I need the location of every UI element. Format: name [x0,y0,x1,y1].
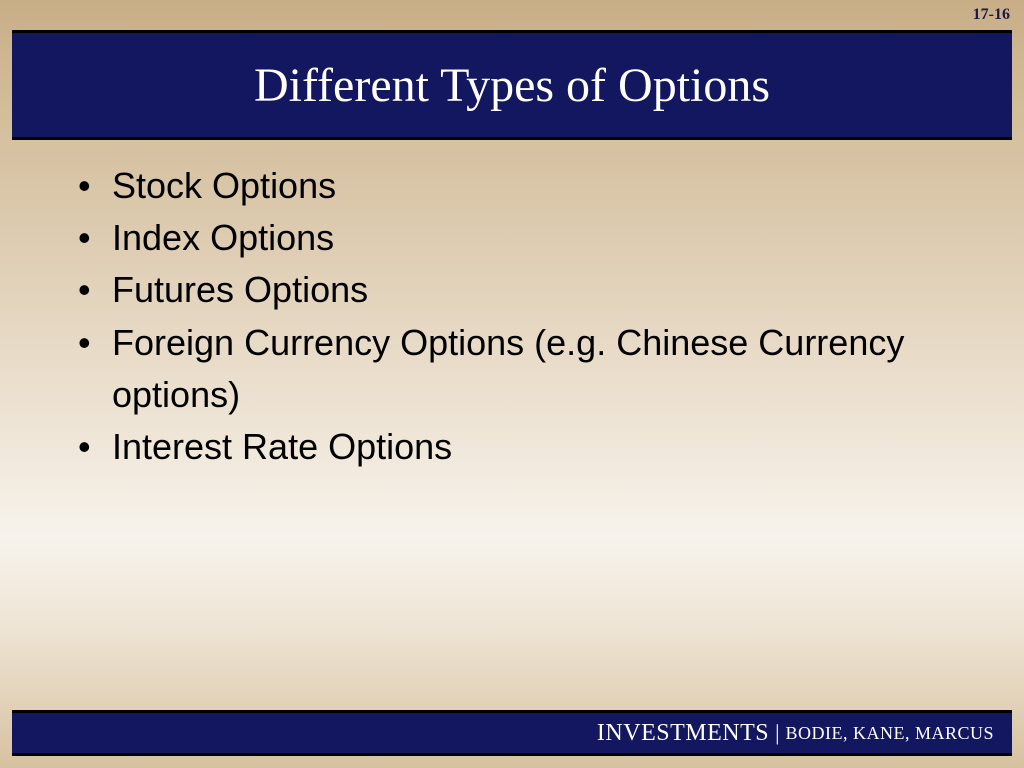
list-item: Index Options [70,212,954,264]
footer-bar: INVESTMENTS | BODIE, KANE, MARCUS [12,710,1012,756]
bullet-list: Stock Options Index Options Futures Opti… [70,160,954,473]
title-bar: Different Types of Options [12,30,1012,140]
list-item: Foreign Currency Options (e.g. Chinese C… [70,317,954,421]
footer-separator: | [775,720,779,746]
list-item: Stock Options [70,160,954,212]
top-strip: 17-16 [0,0,1024,30]
slide: 17-16 Different Types of Options Stock O… [0,0,1024,768]
list-item: Futures Options [70,264,954,316]
content-area: Stock Options Index Options Futures Opti… [70,160,954,473]
footer-main: INVESTMENTS [597,720,769,747]
footer-authors: BODIE, KANE, MARCUS [785,723,994,744]
list-item: Interest Rate Options [70,421,954,473]
slide-title: Different Types of Options [254,58,770,113]
page-number: 17-16 [973,6,1010,24]
